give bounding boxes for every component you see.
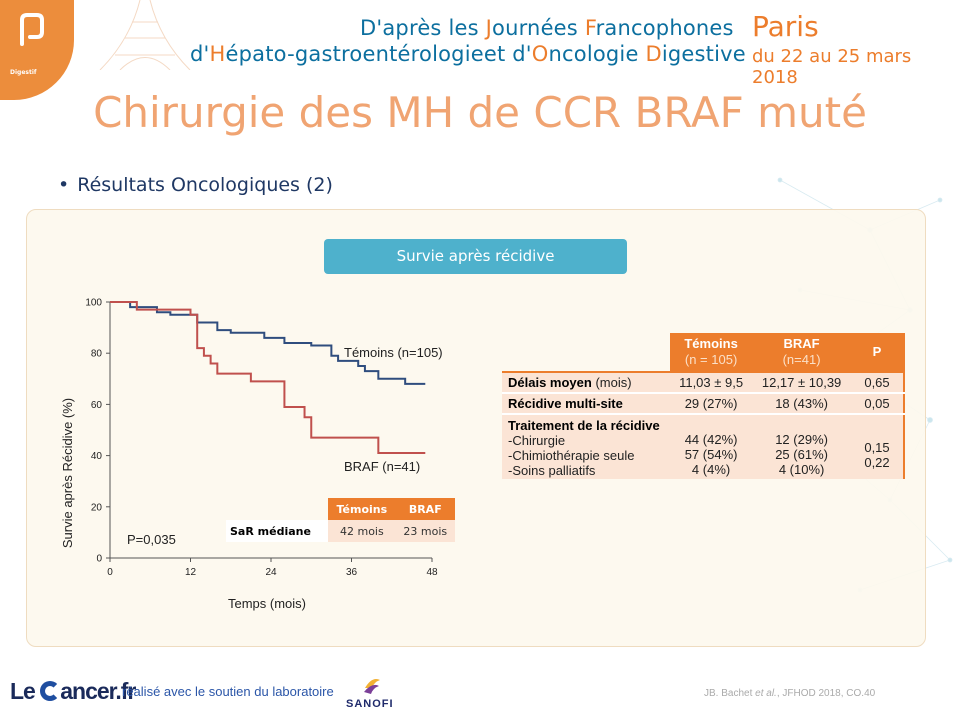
median-table-corner [226, 498, 328, 520]
lecancer-logo: Le ancer.fr [10, 678, 136, 704]
median-survival-table: Témoins BRAF SaR médiane 42 mois 23 mois [226, 498, 455, 542]
results-header-braf: BRAF (n=41) [752, 333, 851, 372]
y-tick-label: 0 [96, 554, 102, 565]
digestif-logo: Digestif [0, 0, 74, 100]
kaplan-meier-chart: 0 20 40 60 80 100 0 12 24 36 48 Survie après Récid… [60, 298, 443, 612]
y-tick-label: 60 [91, 400, 103, 411]
logo-label: Digestif [10, 69, 37, 76]
median-value-temoins: 42 mois [328, 520, 396, 542]
x-tick-label: 24 [265, 567, 277, 578]
y-tick-label: 40 [91, 451, 103, 462]
x-tick-label: 12 [185, 567, 197, 578]
sanofi-name: SANOFI [346, 698, 394, 710]
median-value-braf: 23 mois [395, 520, 455, 542]
results-table: Témoins (n = 105) BRAF (n=41) P Délais moy… [502, 333, 905, 479]
cell-multisite-temoins: 29 (27%) [670, 392, 753, 414]
header-congress-line1: D'après les Journées Francophones [360, 16, 734, 40]
series-line-braf [110, 301, 426, 455]
median-header-braf: BRAF [395, 498, 455, 520]
sanofi-bird-icon [364, 679, 380, 694]
cell-traitement-braf: 12 (29%) 25 (61%) 4 (10%) [752, 413, 851, 479]
row-label-multisite: Récidive multi-site [502, 392, 670, 414]
page-title: Chirurgie des MH de CCR BRAF muté [93, 88, 867, 137]
table-row: Traitement de la récidive -Chirurgie -Ch… [502, 413, 904, 479]
series-line-temoins [110, 301, 426, 385]
p-value-annotation: P=0,035 [127, 532, 176, 547]
header-congress-line2: d'Hépato-gastroentérologieet d'Oncologie… [190, 42, 746, 66]
x-axis-label: Temps (mois) [228, 596, 306, 611]
results-header-temoins: Témoins (n = 105) [670, 333, 753, 372]
results-table-corner [502, 333, 670, 372]
section-subheading: • Résultats Oncologiques (2) [58, 174, 333, 196]
median-row-label: SaR médiane [226, 520, 329, 542]
table-row: Délais moyen (mois) 11,03 ± 9,5 12,17 ± … [502, 371, 904, 393]
logo-ring-icon [40, 681, 61, 701]
series-label-temoins: Témoins (n=105) [344, 345, 443, 360]
footer-support-text: réalisé avec le soutien du laboratoire [122, 684, 334, 699]
chart-title-pill: Survie après récidive [324, 239, 627, 274]
intestine-icon [20, 13, 44, 46]
cell-delais-p: 0,65 [851, 371, 904, 393]
series-label-braf: BRAF (n=41) [344, 459, 420, 474]
eiffel-tower-decoration [99, 0, 191, 70]
row-label-delais: Délais moyen (mois) [502, 371, 670, 393]
cell-delais-temoins: 11,03 ± 9,5 [670, 371, 753, 393]
cell-traitement-p: 0,15 0,22 [851, 413, 904, 479]
median-header-temoins: Témoins [328, 498, 396, 520]
y-tick-label: 20 [91, 502, 103, 513]
bullet-icon: • [58, 174, 70, 196]
x-tick-label: 0 [107, 567, 113, 578]
y-tick-label: 100 [85, 298, 102, 309]
cell-traitement-temoins: 44 (42%) 57 (54%) 4 (4%) [670, 413, 753, 479]
x-tick-label: 36 [346, 567, 358, 578]
header-city: Paris [752, 10, 819, 43]
cell-multisite-braf: 18 (43%) [752, 392, 851, 414]
cell-delais-braf: 12,17 ± 10,39 [752, 371, 851, 393]
row-label-traitement: Traitement de la récidive -Chirurgie -Ch… [502, 413, 670, 479]
results-header-p: P [851, 333, 904, 372]
header-dates: du 22 au 25 mars 2018 [752, 46, 912, 88]
x-tick-label: 48 [426, 567, 438, 578]
table-row: Récidive multi-site 29 (27%) 18 (43%) 0,… [502, 392, 904, 414]
citation: JB. Bachet et al., JFHOD 2018, CO.40 [704, 688, 876, 699]
y-axis-label: Survie après Récidive (%) [60, 398, 75, 548]
cell-multisite-p: 0,05 [851, 392, 904, 414]
y-tick-label: 80 [91, 349, 103, 360]
